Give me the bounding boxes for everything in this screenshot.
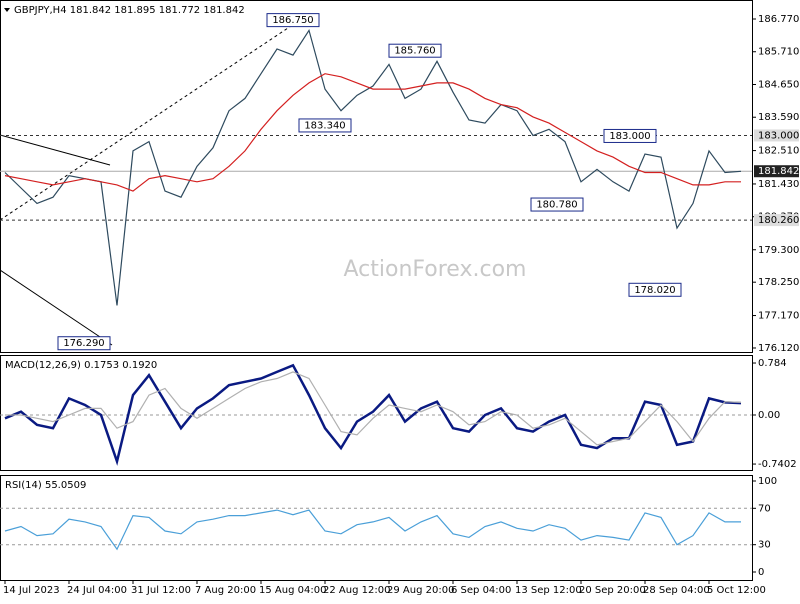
y-tick-label: 70 (758, 503, 771, 514)
annotation-label: 183.000 (609, 131, 650, 142)
y-tick-label: 100 (758, 476, 777, 487)
y-tick-label: 185.710 (758, 47, 799, 58)
x-tick-label: 29 Aug 20:00 (387, 585, 454, 596)
panel-frame (0, 355, 753, 471)
x-tick-label: 15 Aug 04:00 (259, 585, 326, 596)
trend-line (0, 19, 301, 221)
y-tick-label: 179.300 (758, 245, 799, 256)
panel-frame (0, 475, 753, 581)
y-tick-label: 182.510 (758, 146, 799, 157)
annotation-box (603, 128, 657, 143)
y-tick-label: 0.784 (758, 358, 787, 369)
panel-frame (0, 0, 753, 353)
x-tick-label: 6 Sep 04:00 (451, 585, 511, 596)
y-tick-label: 184.650 (758, 79, 799, 90)
watermark: ActionForex.com (344, 257, 527, 282)
annotation-label: 180.780 (536, 200, 577, 211)
annotation-label: 178.020 (634, 285, 675, 296)
series-line (4, 509, 741, 551)
panel-title: RSI(14) 55.0509 (5, 480, 86, 491)
y-tick-label: 0 (758, 567, 764, 578)
annotation-box (388, 43, 442, 58)
annotation-box (266, 13, 320, 28)
annotation-label: 176.290 (63, 338, 104, 349)
x-tick-label: 24 Jul 04:00 (67, 585, 127, 596)
y-tick-label: 186.770 (758, 14, 799, 25)
series-line (5, 371, 742, 446)
x-tick-label: 7 Aug 20:00 (195, 585, 256, 596)
annotation-label: 183.340 (304, 120, 345, 131)
y-tick-label: -0.7402 (758, 459, 797, 470)
level-label: 180.260 (758, 215, 799, 226)
y-tick-label: 183.590 (758, 112, 799, 123)
last-price-box (754, 165, 799, 178)
y-tick-label: 0.00 (758, 410, 780, 421)
level-box (754, 214, 799, 227)
last-price-label: 181.842 (758, 166, 799, 177)
y-tick-label: 177.170 (758, 311, 799, 322)
annotation-box (298, 118, 352, 133)
annotation-label: 186.750 (272, 15, 313, 26)
x-tick-label: 22 Aug 12:00 (323, 585, 390, 596)
trend-line (0, 134, 111, 166)
annotation-box (628, 282, 682, 297)
x-tick-label: 20 Sep 20:00 (579, 585, 646, 596)
x-tick-label: 13 Sep 12:00 (515, 585, 582, 596)
level-box (754, 129, 799, 142)
series-line (4, 73, 741, 192)
x-tick-label: 28 Sep 04:00 (643, 585, 710, 596)
annotation-label: 185.760 (394, 46, 435, 57)
y-tick-label: 181.430 (758, 179, 799, 190)
level-label: 183.000 (758, 130, 799, 141)
annotation-box (530, 197, 584, 212)
y-tick-label: 176.120 (758, 343, 799, 354)
panel-title: MACD(12,26,9) 0.1753 0.1920 (5, 360, 157, 371)
y-tick-label: 30 (758, 540, 771, 551)
x-tick-label: 5 Oct 12:00 (707, 585, 766, 596)
menu-arrow (4, 8, 10, 12)
series-line (4, 363, 742, 466)
panel-title: GBPJPY,H4 181.842 181.895 181.772 181.84… (14, 5, 245, 16)
series-line (4, 28, 742, 306)
y-tick-label: 178.250 (758, 277, 799, 288)
trend-line (0, 269, 113, 346)
x-tick-label: 14 Jul 2023 (3, 585, 60, 596)
x-tick-label: 31 Jul 12:00 (131, 585, 191, 596)
annotation-box (57, 336, 111, 351)
